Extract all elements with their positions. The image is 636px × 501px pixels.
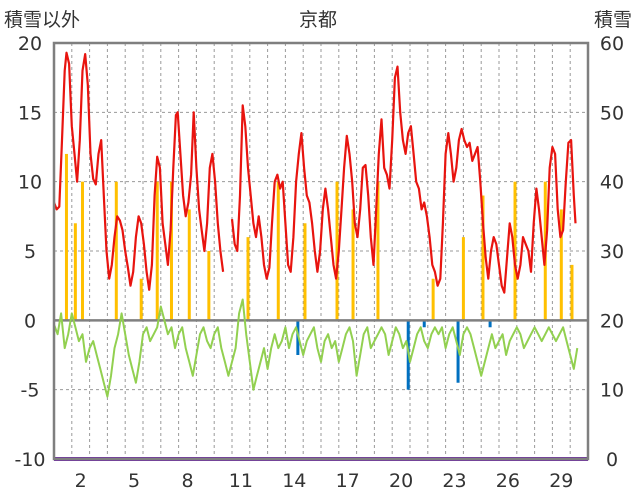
blue-bar <box>488 320 492 328</box>
x-tick-label: 20 <box>389 470 413 492</box>
x-tick-label: 23 <box>442 470 466 492</box>
left-tick-label: -10 <box>14 449 45 471</box>
plot-border <box>52 41 590 461</box>
plot-frame <box>52 41 590 461</box>
orange-bar <box>155 181 159 321</box>
orange-bar <box>73 223 77 321</box>
x-tick-label: 8 <box>181 470 193 492</box>
left-tick-label: 10 <box>18 172 42 194</box>
right-tick-label: 40 <box>600 172 624 194</box>
orange-bar <box>303 223 307 321</box>
right-tick-label: 20 <box>600 310 624 332</box>
right-tick-label: 30 <box>600 241 624 263</box>
orange-bar <box>351 209 355 321</box>
right-tick-label: 50 <box>600 102 624 124</box>
x-tick-label: 2 <box>75 470 87 492</box>
orange-bar <box>481 195 485 321</box>
orange-bar <box>169 181 173 321</box>
left-tick-label: -5 <box>21 380 40 402</box>
left-tick-label: 0 <box>24 310 36 332</box>
orange-bar <box>114 181 118 321</box>
red-line-series <box>52 51 225 291</box>
right-tick-label: 0 <box>606 449 618 471</box>
orange-bar <box>139 278 143 321</box>
x-tick-label: 17 <box>336 470 360 492</box>
orange-bar <box>513 181 517 321</box>
orange-bar <box>246 237 250 321</box>
x-tick-label: 26 <box>496 470 520 492</box>
right-axis-label: 積雪 <box>594 9 632 31</box>
red-line-series <box>230 65 577 294</box>
orange-bar <box>461 237 465 321</box>
right-tick-label: 60 <box>600 33 624 55</box>
left-tick-label: 20 <box>18 33 42 55</box>
green-line-series <box>53 298 579 398</box>
x-tick-label: 5 <box>128 470 140 492</box>
orange-bar <box>80 181 84 321</box>
chart-title: 京都 <box>299 9 337 31</box>
x-tick-label: 29 <box>549 470 573 492</box>
orange-bar <box>570 264 574 321</box>
blue-bar <box>422 320 426 328</box>
orange-bar <box>431 278 435 321</box>
orange-bar <box>376 181 380 321</box>
x-tick-label: 11 <box>229 470 253 492</box>
tick-labels: -10 -5 0 5 10 15 20 0 10 20 30 40 50 60 2 5 8 11 14 17 20 23 2… <box>14 33 624 492</box>
x-tick-label: 14 <box>282 470 306 492</box>
orange-bar <box>207 251 211 321</box>
orange-bar <box>64 153 68 321</box>
left-tick-label: 15 <box>18 102 42 124</box>
right-tick-label: 10 <box>600 380 624 402</box>
orange-bar <box>335 181 339 321</box>
left-tick-label: 5 <box>24 241 36 263</box>
left-axis-label: 積雪以外 <box>4 9 80 31</box>
orange-bar <box>187 209 191 321</box>
orange-bar <box>276 181 280 321</box>
orange-bar <box>559 209 563 321</box>
